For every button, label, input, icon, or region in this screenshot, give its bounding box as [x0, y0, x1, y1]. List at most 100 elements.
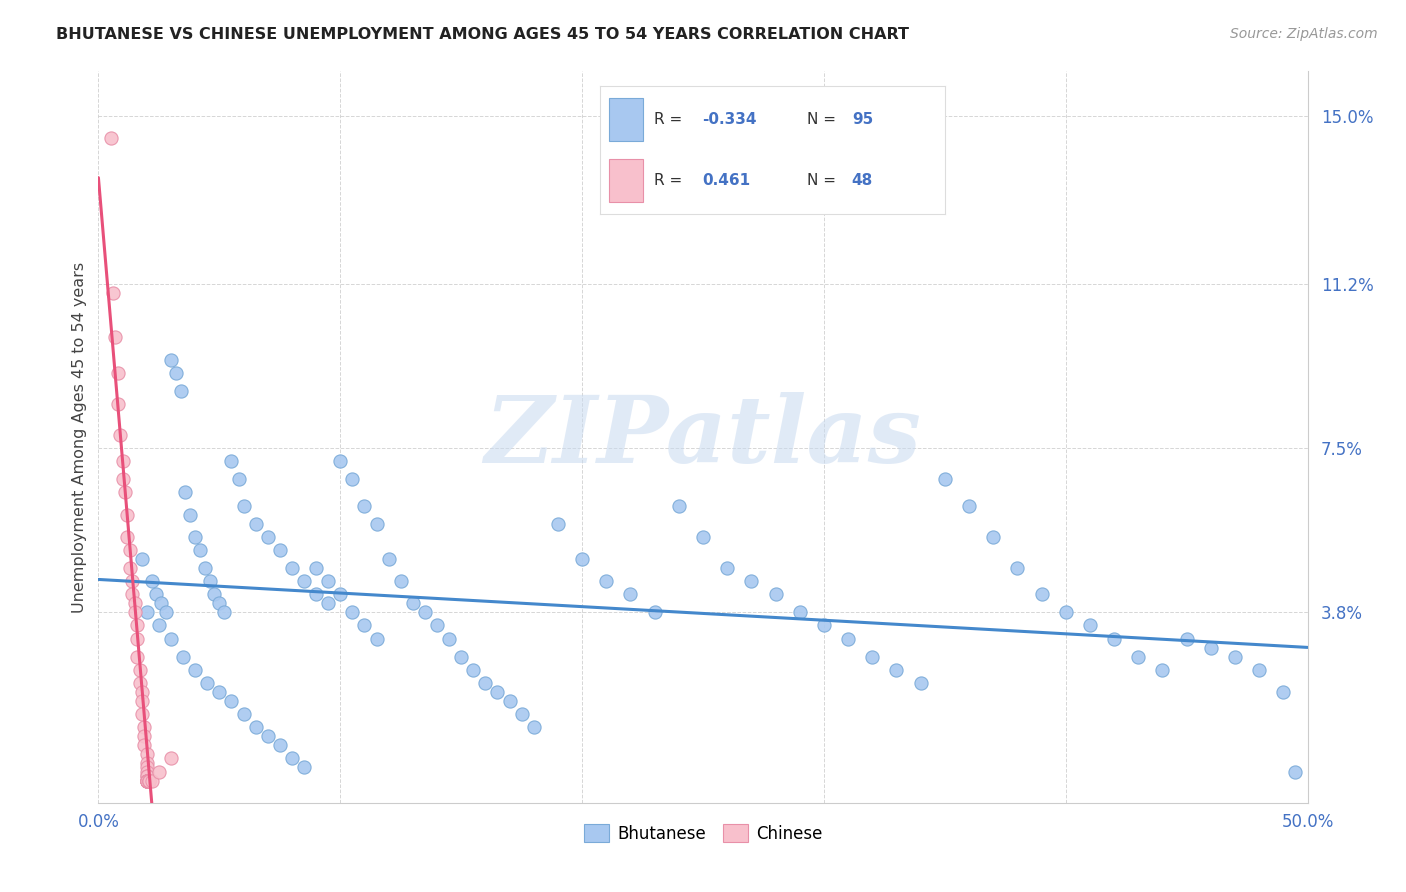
Point — [104, 330, 127, 344]
Point — [1249, 663, 1271, 677]
Point — [329, 454, 352, 468]
Point — [138, 773, 160, 788]
Point — [281, 751, 304, 765]
Point — [195, 676, 218, 690]
Point — [316, 596, 339, 610]
Point — [789, 605, 811, 619]
Point — [1031, 587, 1053, 601]
Point — [1223, 649, 1246, 664]
Point — [118, 543, 141, 558]
Point — [860, 649, 883, 664]
Point — [221, 454, 243, 468]
Point — [111, 454, 134, 468]
Point — [135, 769, 157, 783]
Point — [232, 499, 254, 513]
Point — [188, 543, 211, 558]
Point — [1007, 561, 1029, 575]
Point — [1199, 640, 1222, 655]
Point — [510, 707, 533, 722]
Point — [135, 773, 157, 788]
Point — [169, 384, 191, 398]
Point — [184, 530, 207, 544]
Point — [256, 729, 278, 743]
Point — [101, 285, 124, 300]
Point — [160, 352, 183, 367]
Point — [1102, 632, 1125, 646]
Point — [910, 676, 932, 690]
Point — [160, 751, 183, 765]
Point — [117, 508, 139, 522]
Point — [450, 649, 472, 664]
Point — [402, 596, 425, 610]
Text: ZIPatlas: ZIPatlas — [485, 392, 921, 482]
Point — [463, 663, 485, 677]
Point — [165, 366, 187, 380]
Point — [179, 508, 201, 522]
Point — [316, 574, 339, 589]
Point — [221, 694, 243, 708]
Point — [498, 694, 520, 708]
Point — [1272, 685, 1295, 699]
Point — [128, 676, 150, 690]
Point — [342, 472, 364, 486]
Point — [523, 721, 546, 735]
Point — [124, 596, 146, 610]
Point — [127, 618, 149, 632]
Point — [131, 685, 153, 699]
Point — [135, 747, 157, 761]
Point — [141, 574, 163, 589]
Point — [135, 764, 157, 779]
Point — [135, 773, 157, 788]
Point — [474, 676, 496, 690]
Point — [619, 587, 641, 601]
Point — [148, 618, 170, 632]
Point — [160, 632, 183, 646]
Point — [353, 499, 375, 513]
Point — [232, 707, 254, 722]
Point — [118, 561, 141, 575]
Point — [644, 605, 666, 619]
Point — [127, 632, 149, 646]
Point — [138, 773, 160, 788]
Point — [117, 530, 139, 544]
Point — [292, 760, 315, 774]
Point — [138, 773, 160, 788]
Point — [366, 632, 388, 646]
Point — [1175, 632, 1198, 646]
Point — [100, 131, 122, 145]
Point — [269, 543, 291, 558]
Point — [135, 773, 157, 788]
Point — [342, 605, 364, 619]
Point — [131, 707, 153, 722]
Point — [366, 516, 388, 531]
Point — [124, 605, 146, 619]
Point — [135, 769, 157, 783]
Point — [121, 574, 143, 589]
Point — [595, 574, 617, 589]
Point — [305, 561, 328, 575]
Point — [135, 605, 157, 619]
Point — [128, 663, 150, 677]
Point — [1054, 605, 1077, 619]
Point — [269, 738, 291, 752]
Point — [437, 632, 460, 646]
Point — [184, 663, 207, 677]
Point — [547, 516, 569, 531]
Point — [1128, 649, 1150, 664]
Point — [1152, 663, 1174, 677]
Point — [837, 632, 859, 646]
Point — [111, 472, 134, 486]
Point — [668, 499, 690, 513]
Point — [155, 605, 177, 619]
Point — [353, 618, 375, 632]
Point — [934, 472, 956, 486]
Point — [135, 773, 157, 788]
Point — [198, 574, 221, 589]
Point — [413, 605, 436, 619]
Point — [245, 721, 267, 735]
Point — [174, 485, 197, 500]
Point — [114, 485, 136, 500]
Point — [1284, 764, 1306, 779]
Point — [131, 552, 153, 566]
Point — [135, 773, 157, 788]
